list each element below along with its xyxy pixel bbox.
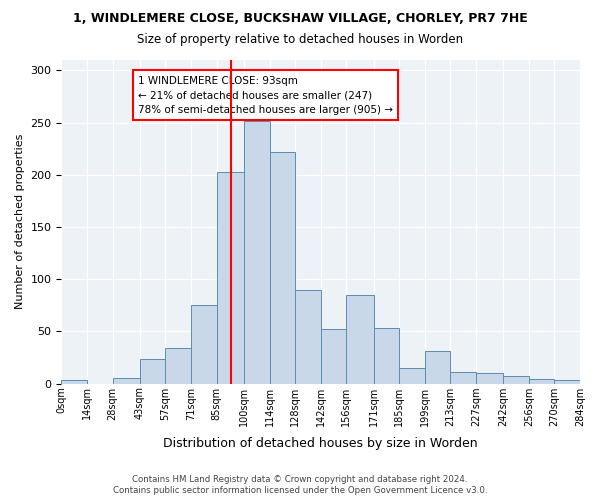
Bar	[113, 378, 140, 384]
Bar	[503, 376, 529, 384]
Y-axis label: Number of detached properties: Number of detached properties	[15, 134, 25, 310]
Bar	[451, 372, 476, 384]
Text: Contains HM Land Registry data © Crown copyright and database right 2024.: Contains HM Land Registry data © Crown c…	[132, 475, 468, 484]
Bar	[269, 152, 295, 384]
Text: Size of property relative to detached houses in Worden: Size of property relative to detached ho…	[137, 32, 463, 46]
Bar	[244, 120, 269, 384]
Bar	[321, 330, 346, 384]
Bar	[425, 351, 451, 384]
Bar	[166, 348, 191, 384]
Text: 1, WINDLEMERE CLOSE, BUCKSHAW VILLAGE, CHORLEY, PR7 7HE: 1, WINDLEMERE CLOSE, BUCKSHAW VILLAGE, C…	[73, 12, 527, 26]
Text: 1 WINDLEMERE CLOSE: 93sqm
← 21% of detached houses are smaller (247)
78% of semi: 1 WINDLEMERE CLOSE: 93sqm ← 21% of detac…	[138, 76, 393, 116]
Bar	[476, 373, 503, 384]
X-axis label: Distribution of detached houses by size in Worden: Distribution of detached houses by size …	[163, 437, 478, 450]
Bar	[399, 368, 425, 384]
Bar	[346, 295, 374, 384]
Bar	[554, 380, 580, 384]
Text: Contains public sector information licensed under the Open Government Licence v3: Contains public sector information licen…	[113, 486, 487, 495]
Bar	[374, 328, 399, 384]
Bar	[529, 380, 554, 384]
Bar	[140, 358, 166, 384]
Bar	[61, 380, 87, 384]
Bar	[217, 172, 244, 384]
Bar	[191, 306, 217, 384]
Bar	[295, 290, 321, 384]
